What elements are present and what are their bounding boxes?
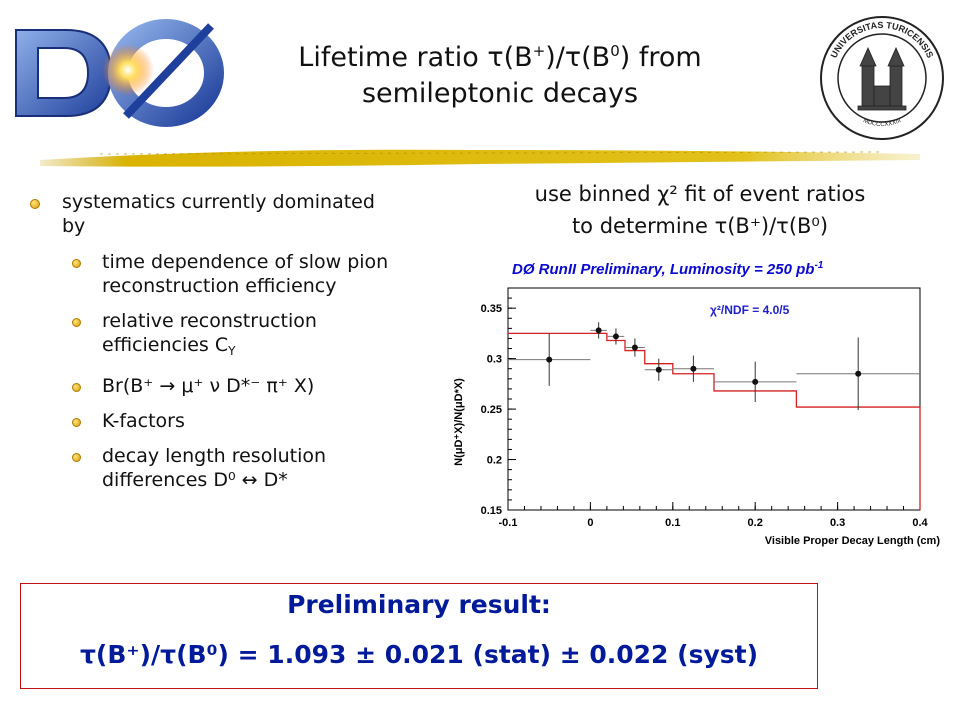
x-tick-label: 0.1	[665, 517, 680, 529]
data-point	[546, 356, 553, 363]
bullet-item: Br(B⁺ → μ⁺ ν D*⁻ π⁺ X)	[72, 374, 390, 398]
data-point	[655, 366, 662, 373]
y-tick-label: 0.2	[487, 455, 502, 467]
bullet-icon	[72, 383, 81, 392]
data-point	[595, 327, 602, 334]
collision-burst	[102, 44, 154, 96]
systematics-list: systematics currently dominated by time …	[30, 190, 390, 503]
x-tick-label: -0.1	[499, 517, 518, 529]
x-tick-label: 0.2	[748, 517, 763, 529]
lifetime-ratio-chart: DØ RunII Preliminary, Luminosity = 250 p…	[453, 260, 941, 547]
data-point	[631, 344, 638, 351]
d0-logo	[15, 19, 224, 127]
bullet-item: time dependence of slow pion reconstruct…	[72, 250, 390, 298]
bullet-item: relative reconstruction efficiencies CY	[72, 309, 390, 363]
bullet-icon	[72, 318, 81, 327]
church-towers-icon	[857, 47, 907, 111]
bullet-icon	[30, 199, 40, 209]
result-value: τ(B⁺)/τ(B⁰) = 1.093 ± 0.021 (stat) ± 0.0…	[79, 640, 759, 669]
data-point	[690, 365, 697, 372]
y-tick-label: 0.25	[481, 404, 502, 416]
y-tick-label: 0.15	[481, 505, 502, 517]
data-point	[752, 378, 759, 385]
fit-description: use binned χ² fit of event ratios to det…	[534, 182, 866, 238]
y-axis-label: N(μD⁺X)/N(μD*X)	[453, 378, 465, 466]
data-point	[855, 370, 862, 377]
result-box: Preliminary result: τ(B⁺)/τ(B⁰) = 1.093 …	[20, 583, 818, 689]
svg-text:MDCCCXXXIII: MDCCCXXXIII	[862, 118, 902, 128]
bullet-main: systematics currently dominated by	[30, 190, 390, 238]
x-tick-label: 0	[587, 517, 593, 529]
bullet-item: K-factors	[72, 409, 390, 433]
bullet-icon	[72, 259, 81, 268]
bullet-item: decay length resolution differences D⁰ ↔…	[72, 444, 390, 492]
slide-title: Lifetime ratio τ(B+)/τ(B0) from semilept…	[298, 42, 702, 109]
y-tick-label: 0.3	[487, 354, 502, 366]
x-tick-label: 0.4	[912, 517, 928, 529]
x-axis-label: Visible Proper Decay Length (cm)	[765, 535, 941, 547]
bullet-icon	[72, 418, 81, 427]
chi2-annotation: χ²/NDF = 4.0/5	[710, 303, 790, 317]
chart-title: DØ RunII Preliminary, Luminosity = 250 p…	[512, 260, 824, 278]
result-title: Preliminary result:	[287, 590, 551, 619]
brush-divider	[40, 149, 920, 167]
y-tick-label: 0.35	[481, 303, 502, 315]
university-seal-logo: UNIVERSITAS TURICENSIS MDCCCXXXIII	[820, 16, 944, 140]
data-point	[612, 333, 619, 340]
bullet-icon	[72, 453, 81, 462]
x-tick-label: 0.3	[830, 517, 845, 529]
